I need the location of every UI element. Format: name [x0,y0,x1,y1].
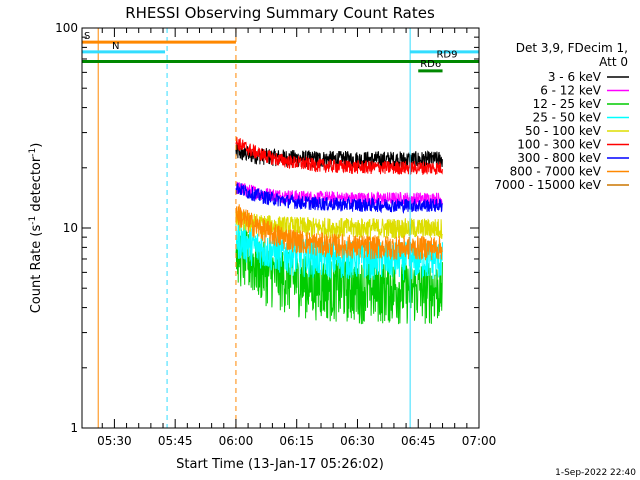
y-axis-label-main: Count Rate (s [29,225,44,314]
y-axis-label-end: ) [29,143,44,148]
plot-data [235,137,443,325]
state-bar-label-1: N [112,41,119,52]
legend-label-8: 7000 - 15000 keV [494,178,601,192]
y-axis-ticks: 1 10 100 [55,21,479,435]
series-line-6 [235,182,443,214]
legend-label-6: 300 - 800 keV [517,151,601,165]
legend-label-0: 3 - 6 keV [548,70,602,84]
legend-label-3: 25 - 50 keV [533,111,602,125]
series-line-7 [235,204,443,261]
x-tick-label-2: 06:00 [219,434,254,448]
state-bar-label-5: RD9 [436,49,457,60]
legend-header-1: Det 3,9, FDecim 1, [516,41,628,55]
x-tick-label-6: 07:00 [462,434,497,448]
y-axis-label-sup1: -1 [28,216,38,225]
state-bar-label-4: RD6 [420,59,441,70]
legend-header-2: Att 0 [599,55,628,69]
state-bar-label-0: S [84,31,90,42]
y-tick-label-1: 10 [63,221,78,235]
x-tick-label-0: 05:30 [97,434,132,448]
chart-title: RHESSI Observing Summary Count Rates [125,4,435,22]
x-tick-label-3: 06:15 [279,434,314,448]
x-tick-label-5: 06:45 [401,434,436,448]
footer-timestamp: 1-Sep-2022 22:40 [555,468,636,478]
legend-label-5: 100 - 300 keV [517,138,601,152]
legend-label-1: 6 - 12 keV [540,84,602,98]
y-tick-label-2: 100 [55,21,78,35]
y-axis-label-mid: detector [29,156,44,216]
x-tick-label-4: 06:30 [340,434,375,448]
legend-label-7: 800 - 7000 keV [510,165,602,179]
legend-label-2: 12 - 25 keV [533,97,602,111]
legend-label-4: 50 - 100 keV [525,124,602,138]
y-axis-label-sup2: -1 [28,148,38,157]
x-axis-label: Start Time (13-Jan-17 05:26:02) [176,457,384,472]
x-axis-ticks: 05:30 05:45 06:00 06:15 06:30 06:45 07:00 [97,28,496,448]
x-tick-label-1: 05:45 [158,434,193,448]
y-tick-label-0: 1 [70,421,78,435]
series-line-5 [235,137,443,176]
y-axis-label: Count Rate (s-1 detector-1) [28,143,44,314]
series-line-4 [235,210,443,240]
